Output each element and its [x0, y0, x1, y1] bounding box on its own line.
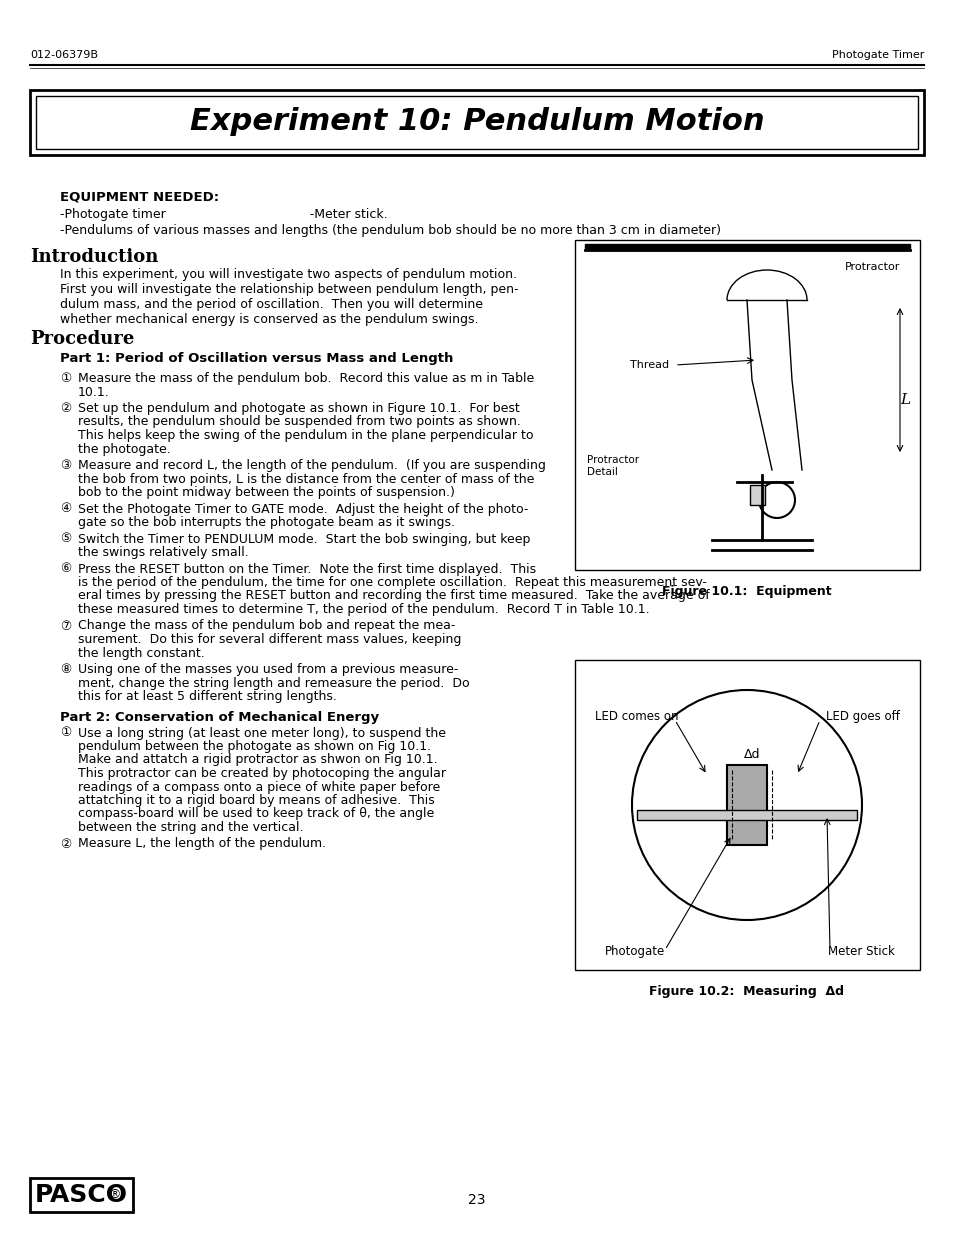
Text: -Photogate timer                                    -Meter stick.: -Photogate timer -Meter stick.: [60, 207, 387, 221]
Text: Use a long string (at least one meter long), to suspend the: Use a long string (at least one meter lo…: [78, 726, 446, 740]
Text: is the period of the pendulum, the time for one complete oscillation.  Repeat th: is the period of the pendulum, the time …: [78, 576, 706, 589]
Text: Meter Stick: Meter Stick: [827, 945, 894, 958]
Text: the length constant.: the length constant.: [78, 646, 205, 659]
Text: -Pendulums of various masses and lengths (the pendulum bob should be no more tha: -Pendulums of various masses and lengths…: [60, 224, 720, 237]
Text: Measure L, the length of the pendulum.: Measure L, the length of the pendulum.: [78, 837, 326, 851]
Text: bob to the point midway between the points of suspension.): bob to the point midway between the poin…: [78, 487, 455, 499]
Text: the photogate.: the photogate.: [78, 442, 171, 456]
Text: Protractor
Detail: Protractor Detail: [586, 454, 639, 477]
Text: 10.1.: 10.1.: [78, 385, 110, 399]
Text: the bob from two points, L is the distance from the center of mass of the: the bob from two points, L is the distan…: [78, 473, 534, 485]
Text: This helps keep the swing of the pendulum in the plane perpendicular to: This helps keep the swing of the pendulu…: [78, 429, 533, 442]
Text: dulum mass, and the period of oscillation.  Then you will determine: dulum mass, and the period of oscillatio…: [60, 298, 482, 311]
Text: Protractor: Protractor: [843, 262, 899, 272]
Text: Part 1: Period of Oscillation versus Mass and Length: Part 1: Period of Oscillation versus Mas…: [60, 352, 453, 366]
Bar: [726, 764, 766, 845]
Text: gate so the bob interrupts the photogate beam as it swings.: gate so the bob interrupts the photogate…: [78, 516, 455, 529]
Bar: [575, 659, 919, 969]
Text: Procedure: Procedure: [30, 330, 134, 348]
Text: these measured times to determine T, the period of the pendulum.  Record T in Ta: these measured times to determine T, the…: [78, 603, 649, 616]
Text: readings of a compass onto a piece of white paper before: readings of a compass onto a piece of wh…: [78, 781, 439, 794]
Text: Make and attatch a rigid protractor as shwon on Fig 10.1.: Make and attatch a rigid protractor as s…: [78, 753, 437, 767]
Text: whether mechanical energy is conserved as the pendulum swings.: whether mechanical energy is conserved a…: [60, 312, 478, 326]
Text: This protractor can be created by photocoping the angular: This protractor can be created by photoc…: [78, 767, 446, 781]
Text: surement.  Do this for several different mass values, keeping: surement. Do this for several different …: [78, 634, 461, 646]
Text: ②: ②: [60, 837, 71, 851]
Text: Photogate: Photogate: [604, 945, 664, 958]
Text: ®: ®: [108, 1188, 120, 1202]
Text: 012-06379B: 012-06379B: [30, 49, 98, 61]
Text: LED comes on: LED comes on: [595, 710, 678, 722]
Text: Figure 10.2:  Measuring  Δd: Figure 10.2: Measuring Δd: [649, 986, 843, 998]
Text: 23: 23: [468, 1193, 485, 1207]
Text: pendulum between the photogate as shown on Fig 10.1.: pendulum between the photogate as shown …: [78, 740, 431, 753]
Text: L: L: [899, 393, 909, 408]
Text: Δd: Δd: [743, 748, 760, 762]
Text: PASCO: PASCO: [35, 1183, 128, 1207]
Text: eral times by pressing the RESET button and recording the first time measured.  : eral times by pressing the RESET button …: [78, 589, 709, 603]
Text: between the string and the vertical.: between the string and the vertical.: [78, 821, 303, 834]
Text: In this experiment, you will investigate two aspects of pendulum motion.: In this experiment, you will investigate…: [60, 268, 517, 282]
Text: Thread: Thread: [629, 359, 668, 370]
Text: ②: ②: [60, 403, 71, 415]
Text: results, the pendulum should be suspended from two points as shown.: results, the pendulum should be suspende…: [78, 415, 520, 429]
Text: LED goes off: LED goes off: [825, 710, 899, 722]
Text: ⑥: ⑥: [60, 562, 71, 576]
Text: Using one of the masses you used from a previous measure-: Using one of the masses you used from a …: [78, 663, 457, 676]
Text: ③: ③: [60, 459, 71, 472]
Text: Measure and record L, the length of the pendulum.  (If you are suspending: Measure and record L, the length of the …: [78, 459, 545, 472]
Text: this for at least 5 different string lengths.: this for at least 5 different string len…: [78, 690, 336, 703]
Text: Experiment 10: Pendulum Motion: Experiment 10: Pendulum Motion: [190, 107, 763, 137]
FancyBboxPatch shape: [30, 90, 923, 156]
Text: Part 2: Conservation of Mechanical Energy: Part 2: Conservation of Mechanical Energ…: [60, 710, 378, 724]
Text: Figure 10.1:  Equipment: Figure 10.1: Equipment: [661, 585, 831, 598]
Text: ⑤: ⑤: [60, 532, 71, 546]
Text: EQUIPMENT NEEDED:: EQUIPMENT NEEDED:: [60, 190, 219, 203]
Text: Measure the mass of the pendulum bob.  Record this value as m in Table: Measure the mass of the pendulum bob. Re…: [78, 372, 534, 385]
Text: compass-board will be used to keep track of θ, the angle: compass-board will be used to keep track…: [78, 808, 434, 820]
FancyBboxPatch shape: [36, 96, 917, 149]
Text: Press the RESET button on the Timer.  Note the first time displayed.  This: Press the RESET button on the Timer. Not…: [78, 562, 536, 576]
Text: Photogate Timer: Photogate Timer: [831, 49, 923, 61]
Text: Set up the pendulum and photogate as shown in Figure 10.1.  For best: Set up the pendulum and photogate as sho…: [78, 403, 519, 415]
Text: Change the mass of the pendulum bob and repeat the mea-: Change the mass of the pendulum bob and …: [78, 620, 455, 632]
Text: Introduction: Introduction: [30, 248, 158, 266]
Text: First you will investigate the relationship between pendulum length, pen-: First you will investigate the relations…: [60, 283, 518, 296]
Text: ①: ①: [60, 726, 71, 740]
Text: ①: ①: [60, 372, 71, 385]
Text: Switch the Timer to PENDULUM mode.  Start the bob swinging, but keep: Switch the Timer to PENDULUM mode. Start…: [78, 532, 530, 546]
Bar: [637, 810, 856, 820]
Bar: [575, 240, 919, 571]
Text: the swings relatively small.: the swings relatively small.: [78, 546, 249, 559]
Text: ment, change the string length and remeasure the period.  Do: ment, change the string length and remea…: [78, 677, 469, 689]
Text: ⑦: ⑦: [60, 620, 71, 632]
Bar: [749, 485, 764, 505]
Text: attatching it to a rigid board by means of adhesive.  This: attatching it to a rigid board by means …: [78, 794, 435, 806]
Text: Set the Photogate Timer to GATE mode.  Adjust the height of the photo-: Set the Photogate Timer to GATE mode. Ad…: [78, 503, 528, 515]
Text: ④: ④: [60, 503, 71, 515]
Text: ⑧: ⑧: [60, 663, 71, 676]
